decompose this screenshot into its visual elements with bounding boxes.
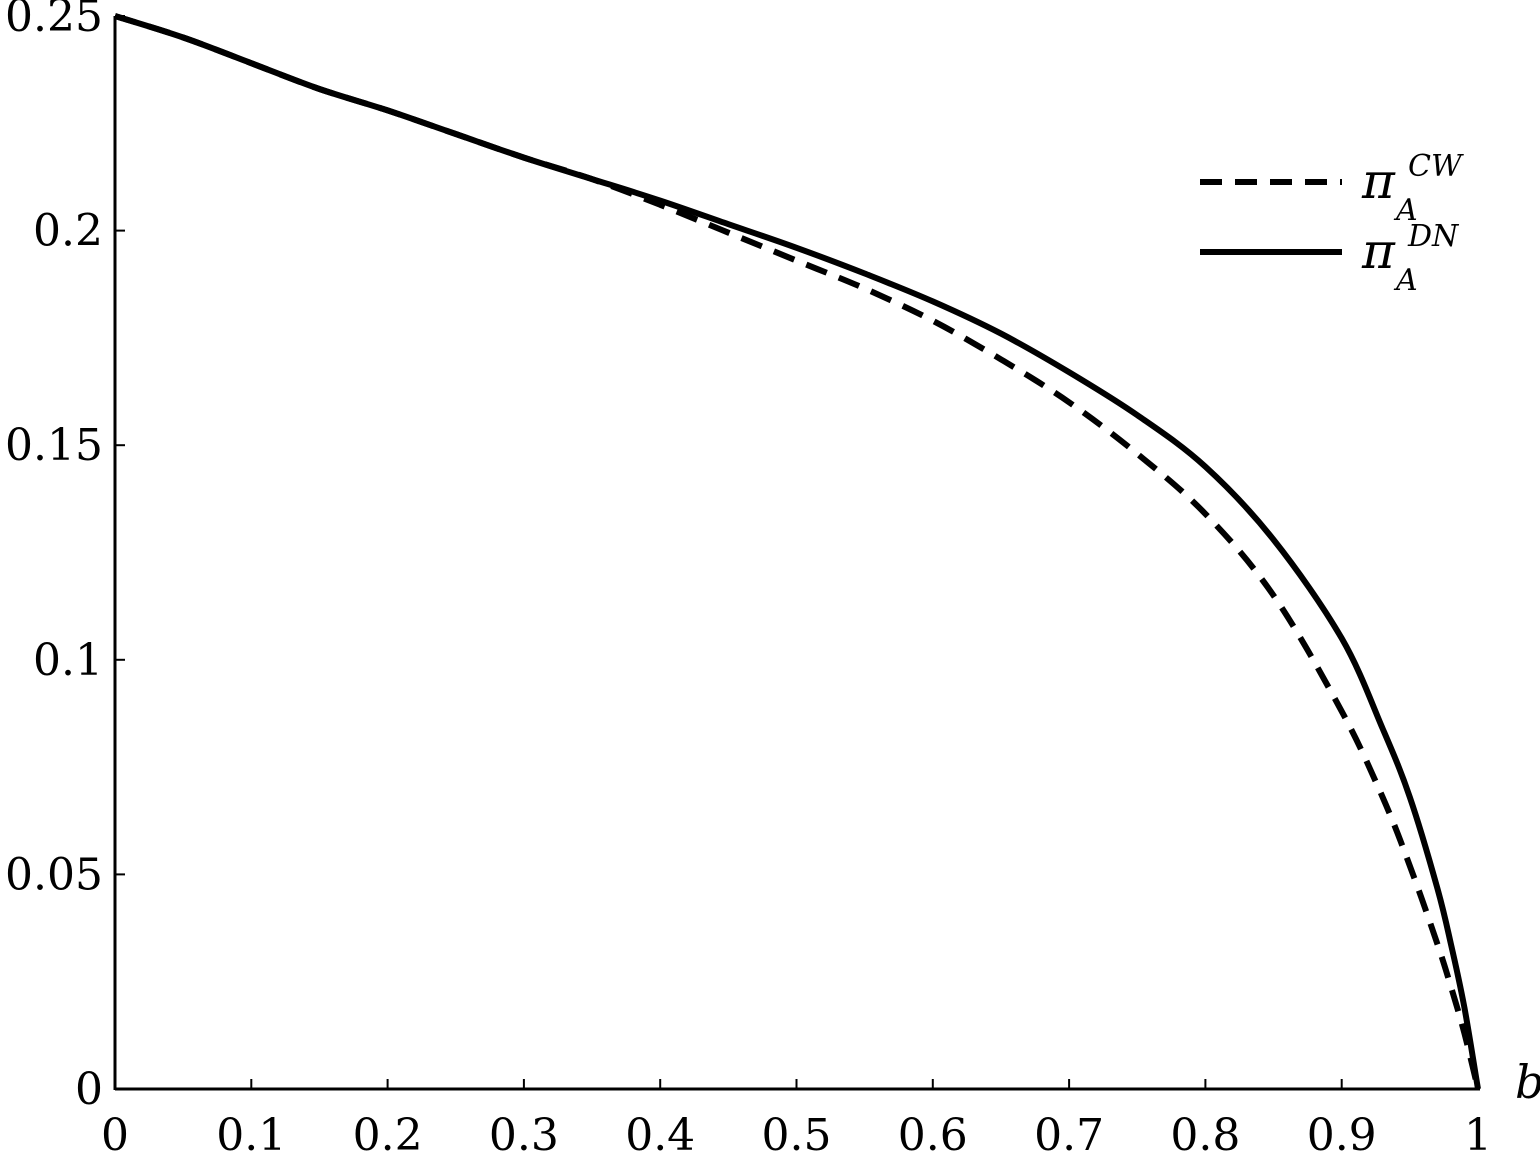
x-tick-label: 0.8 (1170, 1110, 1240, 1152)
x-tick-label: 0.6 (898, 1110, 968, 1152)
legend-label-sub: A (1393, 263, 1418, 298)
y-tick-label: 0.1 (33, 635, 103, 686)
series-line-dn (114, 13, 1481, 1090)
ticks: 0 0.1 0.2 0.3 0.4 0.5 0.6 0.7 0.8 0.9 1 0 0.05 0.1 0.1… (5, 0, 1492, 1157)
x-tick-label: 0 (101, 1110, 129, 1152)
legend-label-sub: A (1393, 193, 1418, 228)
x-tick-label: 1 (1464, 1110, 1492, 1152)
y-tick-label: 0.05 (5, 849, 103, 900)
series-lines (114, 13, 1481, 1090)
legend-label-main: π (1361, 152, 1396, 210)
x-tick-label: 0.7 (1034, 1110, 1104, 1152)
x-tick-label: 0.1 (216, 1110, 286, 1152)
legend-label-sup: DN (1407, 219, 1460, 254)
legend-label-main: π (1361, 222, 1396, 280)
x-axis-label: b (1515, 1055, 1540, 1109)
y-tick-label: 0.2 (33, 206, 103, 257)
y-tick-label: 0.25 (5, 0, 103, 42)
x-tick-label: 0.2 (353, 1110, 423, 1152)
x-tick-label: 0.3 (489, 1110, 559, 1152)
legend-label-sup: CW (1408, 149, 1464, 184)
y-tick-label: 0.15 (5, 420, 103, 471)
series-line-cw (114, 13, 1481, 1090)
x-tick-label: 0.5 (762, 1110, 832, 1152)
x-tick-label: 0.4 (625, 1110, 695, 1152)
x-tick-label: 0.9 (1307, 1110, 1377, 1152)
y-tick-label: 0 (75, 1064, 103, 1115)
